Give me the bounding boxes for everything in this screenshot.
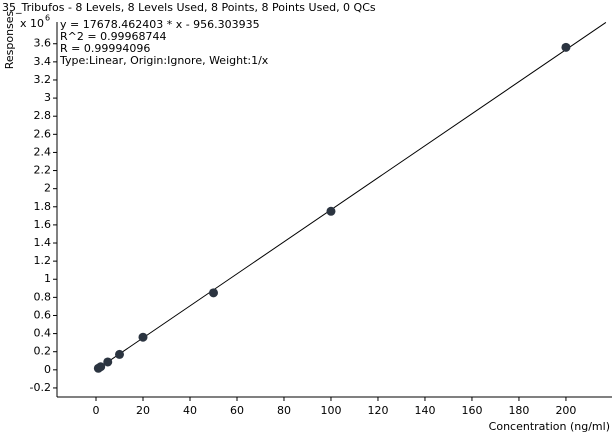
y-tick-label: 1.2 bbox=[34, 254, 52, 267]
annotation: R = 0.99994096 bbox=[60, 42, 150, 55]
y-tick-label: -0.2 bbox=[30, 381, 51, 394]
y-tick-label: 2.8 bbox=[34, 109, 52, 122]
x-tick-label: 160 bbox=[461, 404, 482, 417]
chart-title: 35_Tribufos - 8 Levels, 8 Levels Used, 8… bbox=[2, 1, 376, 14]
annotation: R^2 = 0.99968744 bbox=[60, 30, 167, 43]
x-tick-label: 200 bbox=[555, 404, 576, 417]
x-axis-label: Concentration (ng/ml) bbox=[489, 420, 610, 433]
point bbox=[326, 206, 336, 216]
y-tick-label: 3.6 bbox=[34, 37, 52, 50]
x-tick-label: 180 bbox=[508, 404, 529, 417]
point bbox=[96, 362, 106, 372]
y-tick-label: 0 bbox=[44, 363, 51, 376]
y-tick-label: 3.4 bbox=[34, 55, 52, 68]
y-tick-label: 2.4 bbox=[34, 145, 52, 158]
y-tick-label: 0.8 bbox=[34, 290, 52, 303]
x-tick-label: 60 bbox=[230, 404, 244, 417]
x-tick-label: 80 bbox=[277, 404, 291, 417]
annotation: y = 17678.462403 * x - 956.303935 bbox=[60, 18, 260, 31]
point bbox=[208, 288, 218, 298]
point bbox=[115, 349, 125, 359]
y-tick-label: 1.6 bbox=[34, 218, 52, 231]
y-scale-base: x 10 bbox=[20, 17, 44, 30]
x-tick-label: 20 bbox=[136, 404, 150, 417]
y-tick-label: 1 bbox=[44, 272, 51, 285]
x-tick-label: 100 bbox=[320, 404, 341, 417]
y-tick-label: 2.2 bbox=[34, 164, 52, 177]
y-tick-label: 0.2 bbox=[34, 345, 52, 358]
point bbox=[561, 42, 571, 52]
y-tick-label: 3 bbox=[44, 91, 51, 104]
point bbox=[103, 357, 113, 367]
y-axis-label: Responses bbox=[3, 10, 16, 69]
y-tick-label: 1.4 bbox=[34, 236, 52, 249]
y-tick-label: 2 bbox=[44, 182, 51, 195]
x-tick-label: 0 bbox=[93, 404, 100, 417]
y-scale-exponent: 6 bbox=[45, 14, 50, 23]
y-tick-label: 1.8 bbox=[34, 200, 52, 213]
y-tick-label: 3.2 bbox=[34, 73, 52, 86]
point bbox=[138, 332, 148, 342]
x-tick-label: 140 bbox=[414, 404, 435, 417]
annotation: Type:Linear, Origin:Ignore, Weight:1/x bbox=[59, 54, 269, 67]
y-tick-label: 0.6 bbox=[34, 308, 52, 321]
fit-line bbox=[95, 22, 607, 371]
x-tick-label: 120 bbox=[367, 404, 388, 417]
x-tick-label: 40 bbox=[183, 404, 197, 417]
y-tick-label: 2.6 bbox=[34, 127, 52, 140]
y-tick-label: 0.4 bbox=[34, 327, 52, 340]
